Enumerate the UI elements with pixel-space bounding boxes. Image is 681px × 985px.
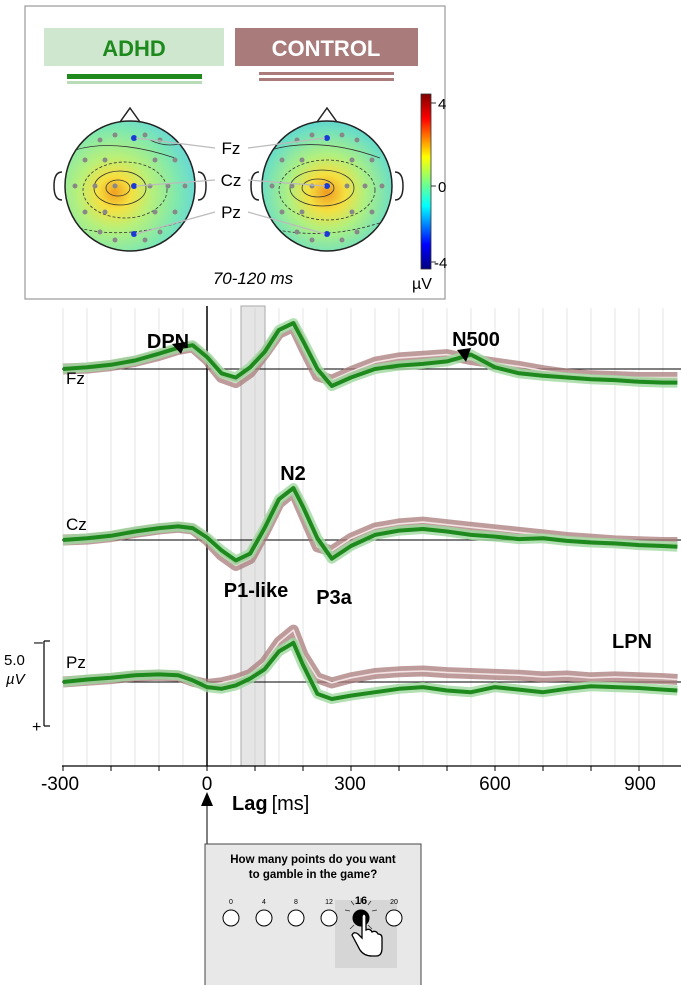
stimulus-question-line1: How many points do you want	[230, 854, 396, 866]
annot-lpn: LPN	[612, 631, 652, 653]
bet-option-label: 20	[390, 899, 398, 906]
bet-option-label: 4	[262, 899, 266, 906]
stimulus-question-line2: to gamble in the game?	[249, 869, 377, 881]
adhd-line-swatch	[67, 74, 202, 79]
dpn-arrow	[172, 342, 186, 354]
colorbar-unit: µV	[412, 276, 432, 293]
bet-option-circle	[255, 909, 273, 927]
annot-n2: N2	[280, 463, 306, 485]
adhd-band-swatch	[67, 81, 202, 84]
bet-option-label: 0	[229, 899, 233, 906]
x-tick-label-300: 300	[334, 774, 366, 795]
bet-option-circle	[320, 909, 338, 927]
control-line-swatch	[259, 72, 394, 75]
x-tick-label-0: 0	[202, 774, 213, 795]
topo-label-pz: Pz	[221, 203, 241, 222]
control-label: CONTROL	[272, 36, 381, 61]
channel-label-pz: Pz	[66, 653, 86, 672]
series-line-adhd-cz	[62, 486, 678, 563]
x-axis-ticks	[62, 766, 640, 771]
colorbar	[420, 93, 432, 270]
bet-option-label: 8	[294, 899, 298, 906]
erp-traces	[62, 318, 678, 704]
x-axis-label: Lag [ms]	[232, 793, 309, 815]
control-legend-box	[235, 28, 418, 66]
annot-n500: N500	[452, 329, 500, 351]
colorbar-tick-max: 4	[438, 96, 446, 113]
electrode-leader-lines	[135, 137, 326, 235]
x-axis-label-bold: Lag	[232, 793, 268, 815]
x-tick-label-neg300: -300	[41, 774, 79, 795]
topo-label-cz: Cz	[221, 171, 242, 190]
bet-option-circle	[385, 909, 403, 927]
bet-option-circle	[287, 909, 305, 927]
pointing-hand-icon	[351, 913, 383, 957]
adhd-topomap	[53, 106, 207, 252]
x-axis-label-unit: [ms]	[272, 793, 310, 815]
scale-minus: –	[34, 634, 43, 651]
scale-value: 5.0	[4, 652, 25, 669]
channel-label-cz: Cz	[66, 515, 87, 534]
x-tick-label-900: 900	[624, 774, 656, 795]
colorbar-tick-min: -4	[434, 255, 447, 272]
n500-arrow	[457, 348, 471, 362]
topo-label-fz: Fz	[222, 139, 241, 158]
bet-option-label: 12	[325, 899, 333, 906]
x-tick-label-600: 600	[479, 774, 511, 795]
adhd-label: ADHD	[102, 36, 166, 61]
bet-option-circle	[222, 909, 240, 927]
annot-p1like: P1-like	[224, 580, 288, 602]
annot-p3a: P3a	[316, 587, 352, 609]
stimulus-arrow-head	[201, 792, 213, 806]
colorbar-tick-zero: 0	[438, 179, 446, 196]
amplitude-scale-bar	[43, 640, 50, 727]
scale-plus: +	[32, 719, 41, 736]
control-topomap	[250, 106, 404, 252]
adhd-legend-box	[44, 28, 224, 66]
scale-unit: µV	[6, 671, 27, 688]
series-line-adhd-pz	[62, 640, 678, 701]
control-band-swatch	[259, 78, 394, 81]
selection-rays-icon	[344, 898, 378, 930]
channel-label-fz: Fz	[66, 369, 85, 388]
time-window-label: 70-120 ms	[213, 269, 294, 288]
